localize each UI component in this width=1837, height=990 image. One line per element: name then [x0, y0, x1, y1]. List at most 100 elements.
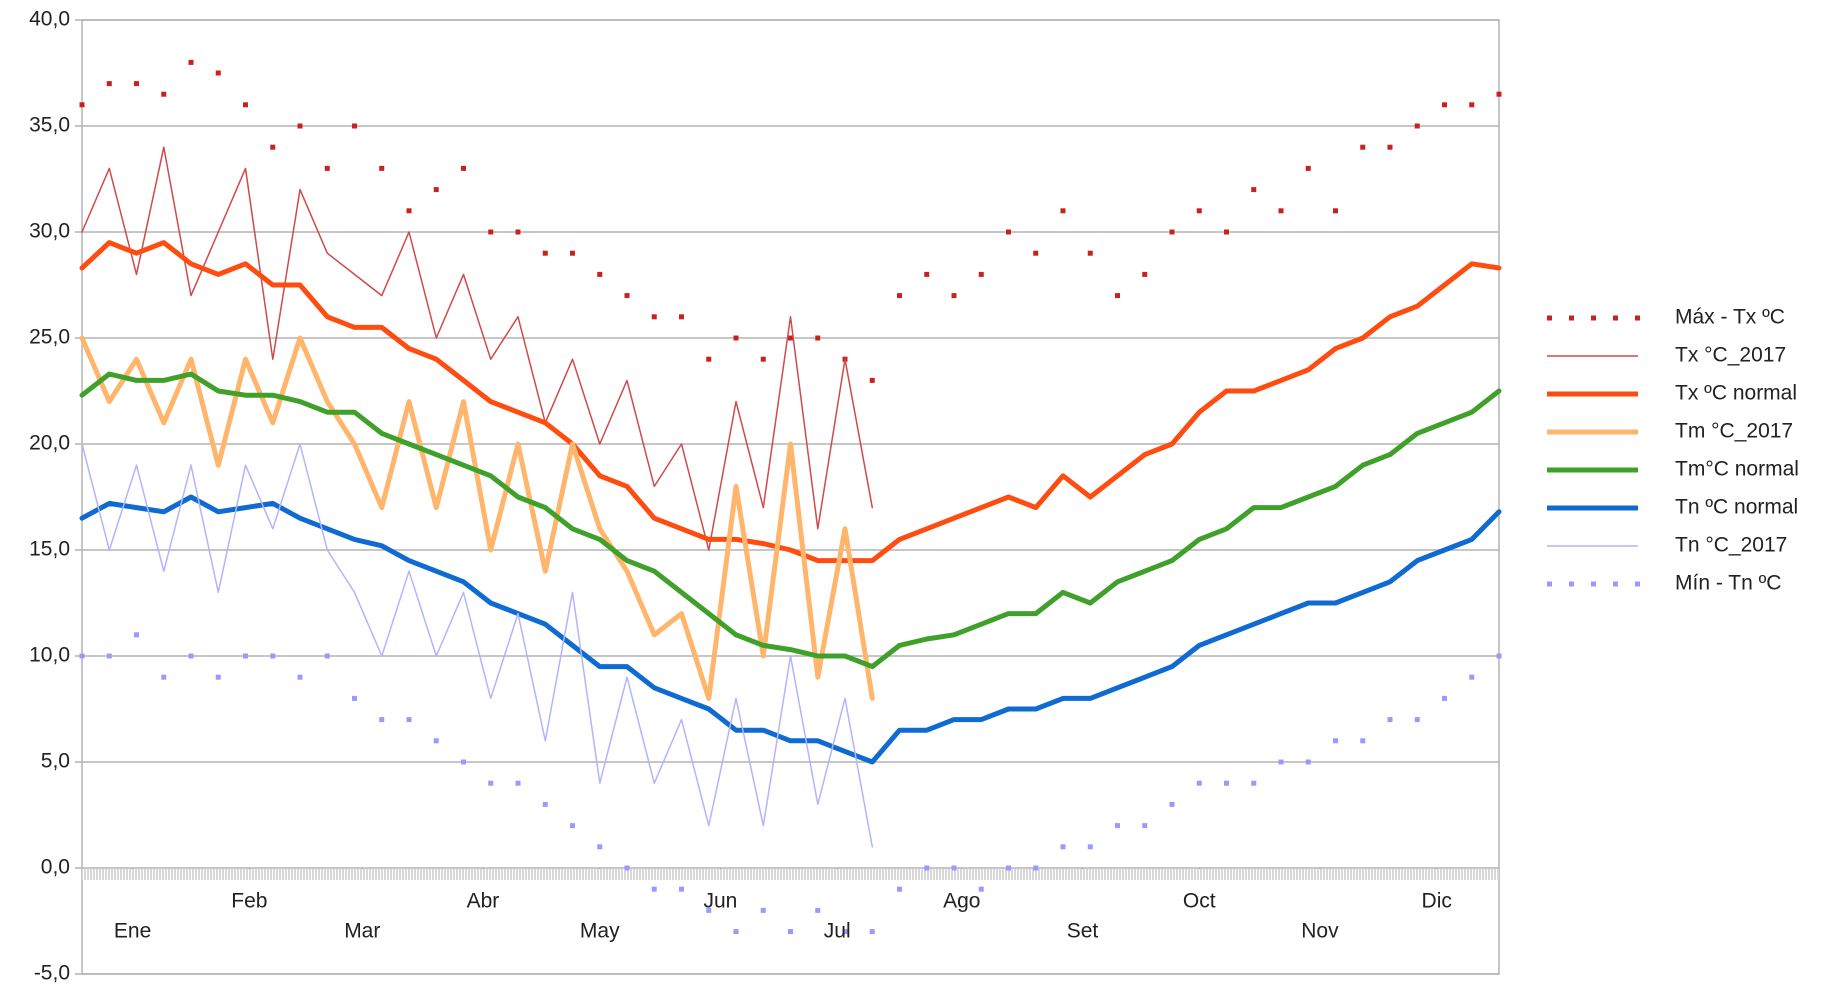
point — [352, 695, 357, 701]
point — [324, 165, 330, 171]
x-tick-label: Mar — [344, 920, 380, 943]
point — [1469, 674, 1475, 680]
point — [324, 653, 330, 659]
point — [1333, 738, 1338, 744]
point — [1142, 823, 1148, 829]
point — [215, 674, 221, 680]
point — [1251, 780, 1257, 786]
point — [270, 144, 276, 150]
point — [406, 208, 412, 214]
point — [1333, 208, 1338, 214]
legend-label: Tn ºC normal — [1675, 496, 1798, 519]
point — [161, 91, 167, 97]
point — [542, 801, 548, 807]
legend: Máx - Tx ºC Tx °C_2017 Tx ºC normal Tm °C_2… — [1547, 306, 1799, 595]
point — [1278, 759, 1284, 765]
point — [1115, 823, 1120, 829]
legend-swatch — [1613, 315, 1618, 321]
series-line — [81, 443, 874, 848]
point — [215, 70, 221, 76]
point — [433, 738, 439, 744]
point — [1169, 801, 1175, 807]
point — [461, 759, 466, 765]
point — [461, 165, 466, 171]
point — [243, 102, 248, 108]
point — [760, 907, 766, 913]
legend-label: Tx °C_2017 — [1675, 344, 1786, 367]
point — [106, 653, 112, 659]
x-tick-label: Nov — [1301, 920, 1339, 943]
point — [570, 823, 575, 829]
y-tick-label: 5,0 — [41, 750, 70, 773]
legend-label: Tx ºC normal — [1675, 382, 1797, 405]
point — [243, 653, 248, 659]
x-tick-label: Jun — [703, 890, 737, 913]
point — [1224, 229, 1229, 235]
point — [978, 886, 984, 892]
y-tick-label: 10,0 — [29, 644, 70, 667]
point — [706, 907, 712, 913]
point — [1006, 865, 1011, 871]
point — [188, 59, 194, 65]
point — [488, 780, 494, 786]
point — [651, 314, 657, 320]
series-line — [79, 335, 875, 701]
x-tick-label: Set — [1067, 920, 1099, 943]
point — [1469, 102, 1475, 108]
legend-swatch — [1547, 581, 1552, 587]
legend-label: Mín - Tn ºC — [1675, 572, 1781, 595]
point — [869, 929, 875, 935]
point — [978, 271, 984, 277]
grid — [75, 19, 1499, 975]
x-tick-label: Ago — [943, 890, 980, 913]
series-line — [79, 240, 1502, 564]
legend-swatch — [1569, 581, 1574, 587]
legend-swatch — [1591, 581, 1596, 587]
point — [379, 717, 385, 723]
series-line — [79, 494, 1502, 765]
legend-label: Tn °C_2017 — [1675, 534, 1787, 557]
point — [515, 780, 521, 786]
point — [1251, 187, 1257, 193]
point — [1142, 271, 1148, 277]
y-tick-label: 0,0 — [41, 856, 70, 879]
point — [733, 929, 739, 935]
point — [134, 632, 139, 638]
x-tick-label: Oct — [1183, 890, 1216, 913]
point — [1360, 738, 1366, 744]
point — [815, 907, 821, 913]
point — [733, 335, 739, 341]
legend-swatch — [1635, 315, 1640, 321]
point — [760, 356, 766, 362]
point — [488, 229, 494, 235]
point — [79, 653, 85, 659]
point — [161, 674, 167, 680]
point — [1060, 208, 1066, 214]
point — [297, 674, 303, 680]
labels: -5,0 0,0 5,0 10,0 15,0 20,0 25,0 30,0 35,0 40,0 En… — [29, 8, 1452, 985]
point — [1496, 653, 1502, 659]
point — [297, 123, 303, 129]
point — [1414, 123, 1420, 129]
point — [433, 187, 439, 193]
point — [1278, 208, 1284, 214]
point — [624, 293, 630, 299]
point — [1033, 865, 1039, 871]
x-tick-label: Jul — [824, 920, 851, 943]
legend-swatch — [1547, 315, 1552, 321]
series-line — [79, 371, 1502, 670]
y-tick-label: 25,0 — [29, 326, 70, 349]
point — [1305, 759, 1311, 765]
point — [1387, 144, 1393, 150]
y-tick-label: 35,0 — [29, 114, 70, 137]
point — [352, 123, 357, 129]
point — [1087, 250, 1093, 256]
point — [106, 81, 112, 87]
y-tick-label: 20,0 — [29, 432, 70, 455]
point — [79, 102, 85, 108]
point — [570, 250, 575, 256]
point — [706, 356, 712, 362]
point — [924, 271, 930, 277]
legend-label: Máx - Tx ºC — [1675, 306, 1785, 329]
